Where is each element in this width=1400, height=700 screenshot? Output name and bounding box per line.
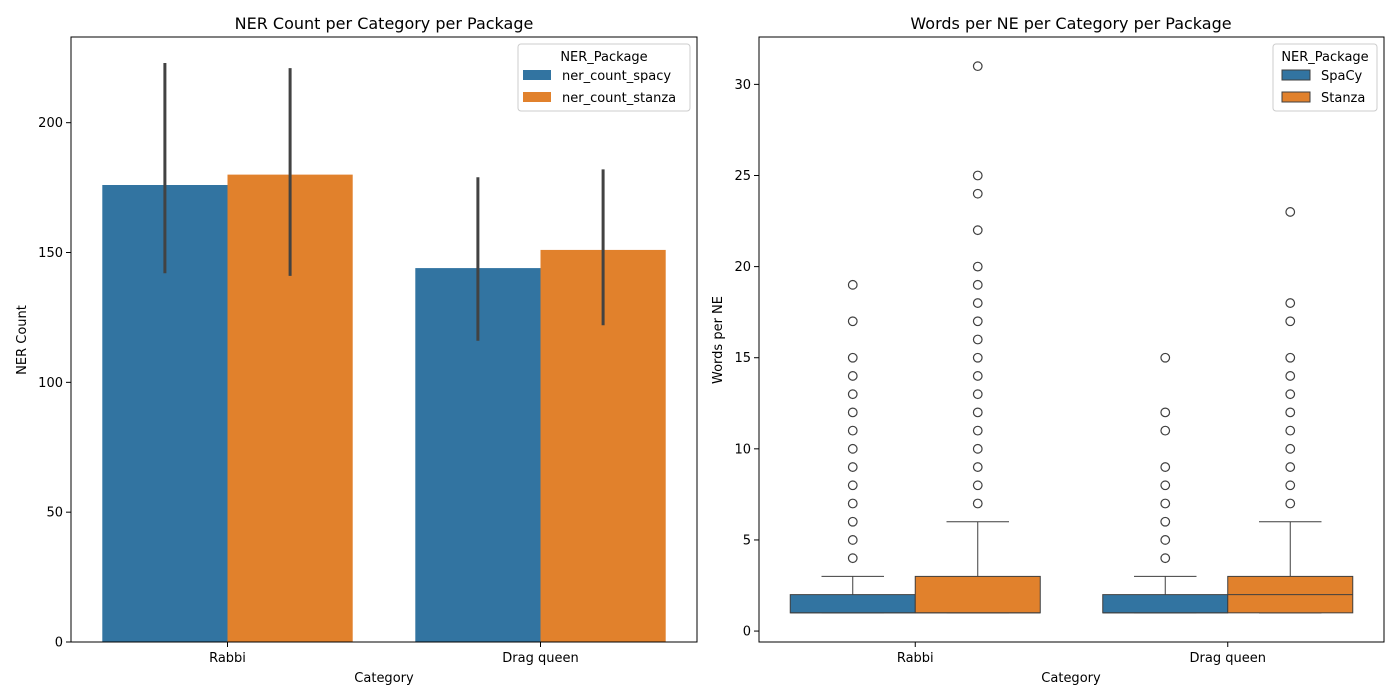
outlier-spacy-drag-queen	[1160, 553, 1171, 564]
outlier-stanza-drag-queen	[1285, 480, 1296, 491]
outlier-spacy-drag-queen	[1160, 480, 1171, 491]
outlier-spacy-rabbi	[847, 316, 858, 327]
outlier-spacy-rabbi	[847, 279, 858, 290]
legend-label-spacy: ner_count_spacy	[562, 69, 671, 84]
y-tick-label: 0	[55, 636, 63, 651]
legend: NER_Package SpaCy Stanza	[1272, 43, 1378, 112]
outlier-spacy-rabbi	[847, 516, 858, 527]
box-spacy-drag-queen	[1102, 594, 1229, 614]
axes-frame	[70, 36, 698, 643]
outlier-stanza-rabbi	[972, 389, 983, 400]
x-tick-label: Rabbi	[209, 651, 246, 666]
outlier-stanza-rabbi	[972, 279, 983, 290]
y-tick-label: 150	[38, 246, 63, 261]
y-axis-label: NER Count	[15, 305, 30, 375]
legend-swatch-spacy	[1281, 69, 1311, 81]
outlier-stanza-rabbi	[972, 462, 983, 472]
outlier-spacy-rabbi	[847, 535, 858, 545]
y-tick-label: 5	[743, 533, 751, 548]
outlier-stanza-rabbi	[972, 188, 983, 199]
legend-frame	[517, 43, 691, 112]
y-tick-label: 50	[46, 506, 63, 521]
outlier-stanza-drag-queen	[1285, 352, 1296, 363]
legend-label-spacy: SpaCy	[1321, 69, 1363, 84]
outlier-spacy-drag-queen	[1160, 535, 1171, 545]
outlier-stanza-drag-queen	[1285, 298, 1296, 308]
y-tick-label: 15	[734, 351, 751, 366]
outlier-stanza-rabbi	[972, 225, 983, 236]
outlier-stanza-rabbi	[972, 352, 983, 363]
plot-area: 0 5 10 15 20 25 30 Rabbi Drag queen	[734, 36, 1385, 666]
x-tick-label: Drag queen	[502, 651, 578, 666]
outlier-stanza-drag-queen	[1285, 443, 1296, 454]
outlier-spacy-rabbi	[847, 352, 858, 363]
box-chart: Words per NE per Category per Package Wo…	[711, 14, 1385, 686]
outlier-stanza-drag-queen	[1285, 498, 1296, 509]
outlier-spacy-drag-queen	[1160, 407, 1171, 418]
outlier-spacy-drag-queen	[1160, 352, 1171, 363]
outlier-stanza-drag-queen	[1285, 407, 1296, 418]
outlier-stanza-rabbi	[972, 407, 983, 418]
box-stanza-rabbi	[914, 575, 1041, 614]
outlier-stanza-rabbi	[972, 298, 983, 308]
outlier-spacy-rabbi	[847, 371, 858, 381]
bar-chart: NER Count per Category per Package NER C…	[15, 14, 698, 686]
y-tick-label: 30	[734, 78, 751, 93]
outlier-stanza-drag-queen	[1285, 316, 1296, 327]
box-spacy-rabbi	[789, 594, 916, 614]
x-axis-label: Category	[1041, 671, 1101, 686]
outlier-spacy-rabbi	[847, 407, 858, 418]
y-tick-label: 0	[743, 625, 751, 640]
x-tick-label: Drag queen	[1190, 651, 1266, 666]
outlier-spacy-rabbi	[847, 553, 858, 564]
outlier-stanza-rabbi	[972, 61, 983, 72]
outlier-stanza-drag-queen	[1285, 425, 1296, 436]
outlier-spacy-drag-queen	[1160, 425, 1171, 436]
outlier-stanza-rabbi	[972, 425, 983, 436]
outlier-stanza-rabbi	[972, 498, 983, 509]
outlier-spacy-rabbi	[847, 389, 858, 400]
y-tick-label: 25	[734, 169, 751, 184]
outlier-stanza-rabbi	[972, 261, 983, 272]
outlier-stanza-rabbi	[972, 371, 983, 381]
legend-swatch-stanza	[523, 92, 551, 102]
outlier-stanza-drag-queen	[1285, 207, 1296, 217]
outlier-stanza-rabbi	[972, 170, 983, 181]
outlier-stanza-rabbi	[972, 480, 983, 491]
outlier-spacy-rabbi	[847, 462, 858, 472]
outlier-spacy-drag-queen	[1160, 462, 1171, 472]
legend-title: NER_Package	[560, 50, 647, 65]
y-tick-label: 10	[734, 442, 751, 457]
x-tick-label: Rabbi	[897, 651, 934, 666]
outlier-stanza-rabbi	[972, 443, 983, 454]
legend-label-stanza: ner_count_stanza	[562, 91, 676, 106]
outlier-stanza-rabbi	[972, 334, 983, 345]
outlier-stanza-drag-queen	[1285, 389, 1296, 400]
outlier-spacy-rabbi	[847, 443, 858, 454]
axes-frame	[758, 36, 1385, 643]
outlier-spacy-rabbi	[847, 480, 858, 491]
chart-title: NER Count per Category per Package	[235, 14, 534, 33]
legend-label-stanza: Stanza	[1321, 91, 1365, 106]
outlier-spacy-rabbi	[847, 498, 858, 509]
outlier-stanza-rabbi	[972, 316, 983, 327]
outlier-spacy-rabbi	[847, 425, 858, 436]
y-tick-label: 200	[38, 116, 63, 131]
plot-area: 0 50 100 150 200 Rabbi Drag queen	[38, 36, 698, 666]
outlier-spacy-drag-queen	[1160, 516, 1171, 527]
outlier-stanza-drag-queen	[1285, 462, 1296, 472]
x-axis-label: Category	[354, 671, 414, 686]
legend-swatch-stanza	[1281, 91, 1311, 103]
outlier-spacy-drag-queen	[1160, 498, 1171, 509]
y-tick-label: 20	[734, 260, 751, 275]
legend-swatch-spacy	[523, 70, 551, 80]
y-axis-label: Words per NE	[711, 296, 726, 384]
outlier-stanza-drag-queen	[1285, 371, 1296, 381]
legend-title: NER_Package	[1281, 50, 1368, 65]
legend: NER_Package ner_count_spacy ner_count_st…	[517, 43, 691, 112]
y-tick-label: 100	[38, 376, 63, 391]
chart-title: Words per NE per Category per Package	[910, 14, 1231, 33]
